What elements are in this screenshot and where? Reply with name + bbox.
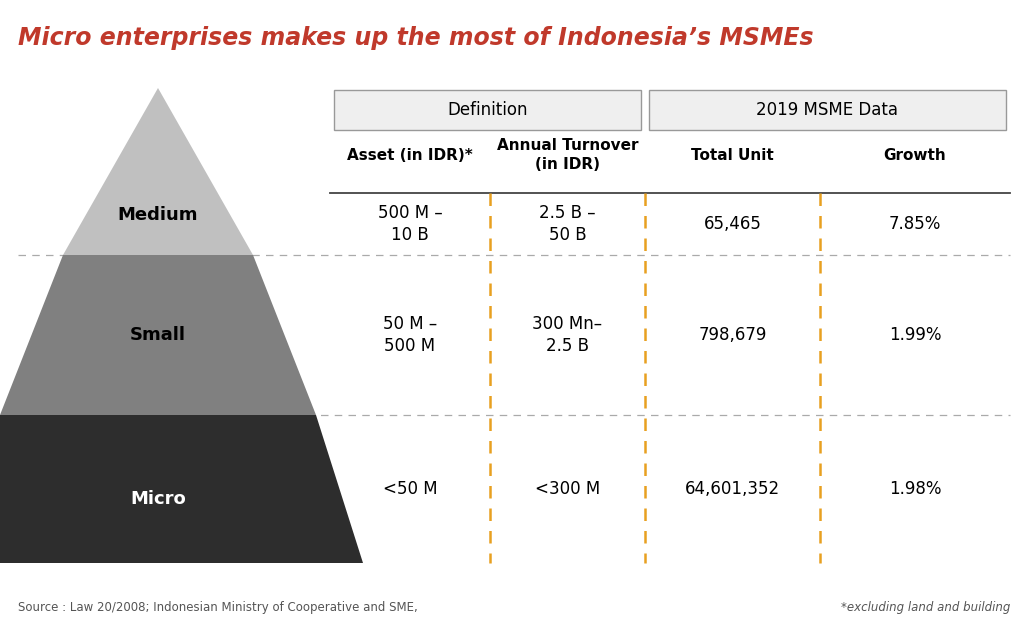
Text: Micro: Micro bbox=[130, 490, 186, 508]
Text: Micro enterprises makes up the most of Indonesia’s MSMEs: Micro enterprises makes up the most of I… bbox=[18, 26, 814, 50]
Text: *excluding land and building: *excluding land and building bbox=[841, 600, 1010, 614]
Text: Asset (in IDR)*: Asset (in IDR)* bbox=[347, 147, 473, 163]
Text: 798,679: 798,679 bbox=[698, 326, 767, 344]
Polygon shape bbox=[0, 415, 362, 563]
Text: Growth: Growth bbox=[884, 147, 946, 163]
Text: 7.85%: 7.85% bbox=[889, 215, 941, 233]
Text: 1.98%: 1.98% bbox=[889, 480, 941, 498]
FancyBboxPatch shape bbox=[334, 90, 641, 130]
Text: 1.99%: 1.99% bbox=[889, 326, 941, 344]
Text: <300 M: <300 M bbox=[535, 480, 600, 498]
Text: Total Unit: Total Unit bbox=[691, 147, 774, 163]
Text: 65,465: 65,465 bbox=[703, 215, 762, 233]
Text: 50 M –
500 M: 50 M – 500 M bbox=[383, 315, 437, 355]
Text: Definition: Definition bbox=[447, 101, 527, 119]
Text: Medium: Medium bbox=[118, 206, 199, 224]
Text: 300 Mn–
2.5 B: 300 Mn– 2.5 B bbox=[532, 315, 602, 355]
Text: 500 M –
10 B: 500 M – 10 B bbox=[378, 204, 442, 244]
Text: 2.5 B –
50 B: 2.5 B – 50 B bbox=[540, 204, 596, 244]
FancyBboxPatch shape bbox=[649, 90, 1006, 130]
Text: Annual Turnover
(in IDR): Annual Turnover (in IDR) bbox=[497, 138, 638, 172]
Text: <50 M: <50 M bbox=[383, 480, 437, 498]
Text: 64,601,352: 64,601,352 bbox=[685, 480, 780, 498]
Text: Source : Law 20/2008; Indonesian Ministry of Cooperative and SME,: Source : Law 20/2008; Indonesian Ministr… bbox=[18, 600, 418, 614]
Polygon shape bbox=[63, 88, 253, 255]
Text: 2019 MSME Data: 2019 MSME Data bbox=[757, 101, 898, 119]
Polygon shape bbox=[0, 255, 316, 415]
Text: Small: Small bbox=[130, 326, 186, 344]
